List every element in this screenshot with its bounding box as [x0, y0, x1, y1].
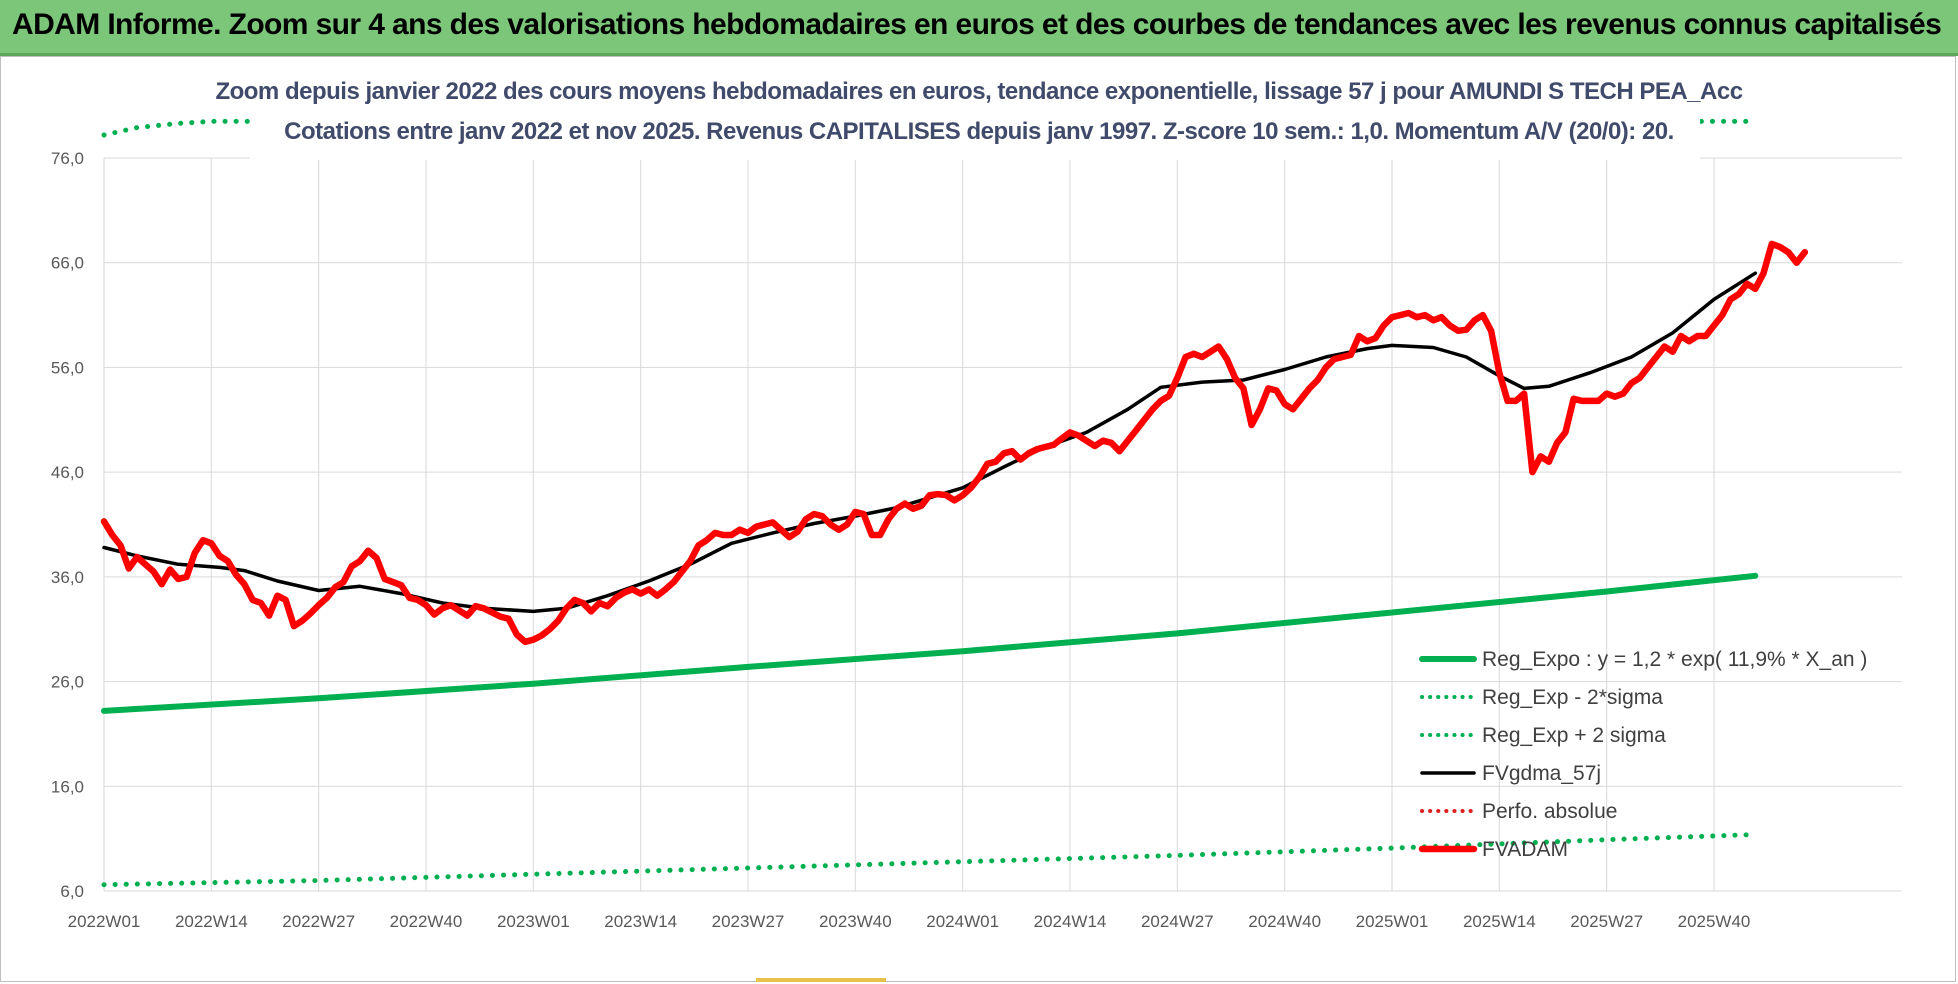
legend-entry: Reg_Exp + 2 sigma — [1482, 724, 1666, 747]
x-tick-label: 2023W14 — [604, 912, 677, 931]
x-tick-label: 2024W14 — [1034, 912, 1107, 931]
x-tick-label: 2025W27 — [1570, 912, 1643, 931]
series-line-5 — [100, 240, 1809, 646]
series-line-2 — [101, 118, 1758, 138]
banner-title: ADAM Informe. Zoom sur 4 ans des valoris… — [12, 8, 1942, 41]
x-tick-label: 2025W01 — [1356, 912, 1429, 931]
grid-lines — [103, 157, 1902, 892]
x-tick-label: 2022W40 — [390, 912, 463, 931]
x-tick-label: 2022W14 — [175, 912, 248, 931]
chart-subtitle-line1: Zoom depuis janvier 2022 des cours moyen… — [215, 78, 1743, 105]
legend-entry: Reg_Exp - 2*sigma — [1482, 686, 1663, 709]
subtitle-backdrop — [250, 82, 1700, 160]
series-lines — [100, 82, 1809, 888]
x-tick-label: 2025W40 — [1678, 912, 1751, 931]
y-tick-label: 46,0 — [51, 463, 84, 482]
y-tick-label: 76,0 — [51, 149, 84, 168]
x-axis-ticks: 2022W01 2022W14 2022W27 2022W40 2023W01 2023W… — [68, 912, 1751, 931]
legend-entry: FVADAM — [1482, 838, 1568, 861]
y-tick-label: 36,0 — [51, 568, 84, 587]
title-banner: ADAM Informe. Zoom sur 4 ans des valoris… — [0, 0, 1958, 56]
y-tick-label: 56,0 — [51, 358, 84, 377]
x-tick-label: 2024W40 — [1248, 912, 1321, 931]
series-line-0 — [101, 572, 1759, 714]
x-tick-label: 2022W01 — [68, 912, 141, 931]
legend-entry: Reg_Expo : y = 1,2 * exp( 11,9% * X_an ) — [1482, 648, 1867, 671]
legend-entry: FVgdma_57j — [1482, 762, 1601, 785]
x-tick-label: 2022W27 — [282, 912, 355, 931]
y-axis-ticks: 6,0 16,0 26,0 36,0 46,0 56,0 66,0 76,0 — [51, 149, 84, 901]
y-tick-label: 66,0 — [51, 254, 84, 273]
series-line-1 — [101, 832, 1758, 888]
x-tick-label: 2024W01 — [926, 912, 999, 931]
x-tick-label: 2023W40 — [819, 912, 892, 931]
x-tick-label: 2024W27 — [1141, 912, 1214, 931]
y-tick-label: 6,0 — [60, 882, 84, 901]
legend-entry: Perfo. absolue — [1482, 800, 1617, 823]
chart-subtitle-line2: Cotations entre janv 2022 et nov 2025. R… — [284, 118, 1674, 145]
bottom-accent — [756, 978, 886, 982]
x-tick-label: 2023W01 — [497, 912, 570, 931]
legend: Reg_Expo : y = 1,2 * exp( 11,9% * X_an )… — [1418, 648, 1867, 861]
x-tick-label: 2023W27 — [712, 912, 785, 931]
y-tick-label: 16,0 — [51, 777, 84, 796]
chart-frame — [0, 56, 1956, 982]
series-line-3 — [102, 271, 1758, 614]
y-tick-label: 26,0 — [51, 673, 84, 692]
x-tick-label: 2025W14 — [1463, 912, 1536, 931]
